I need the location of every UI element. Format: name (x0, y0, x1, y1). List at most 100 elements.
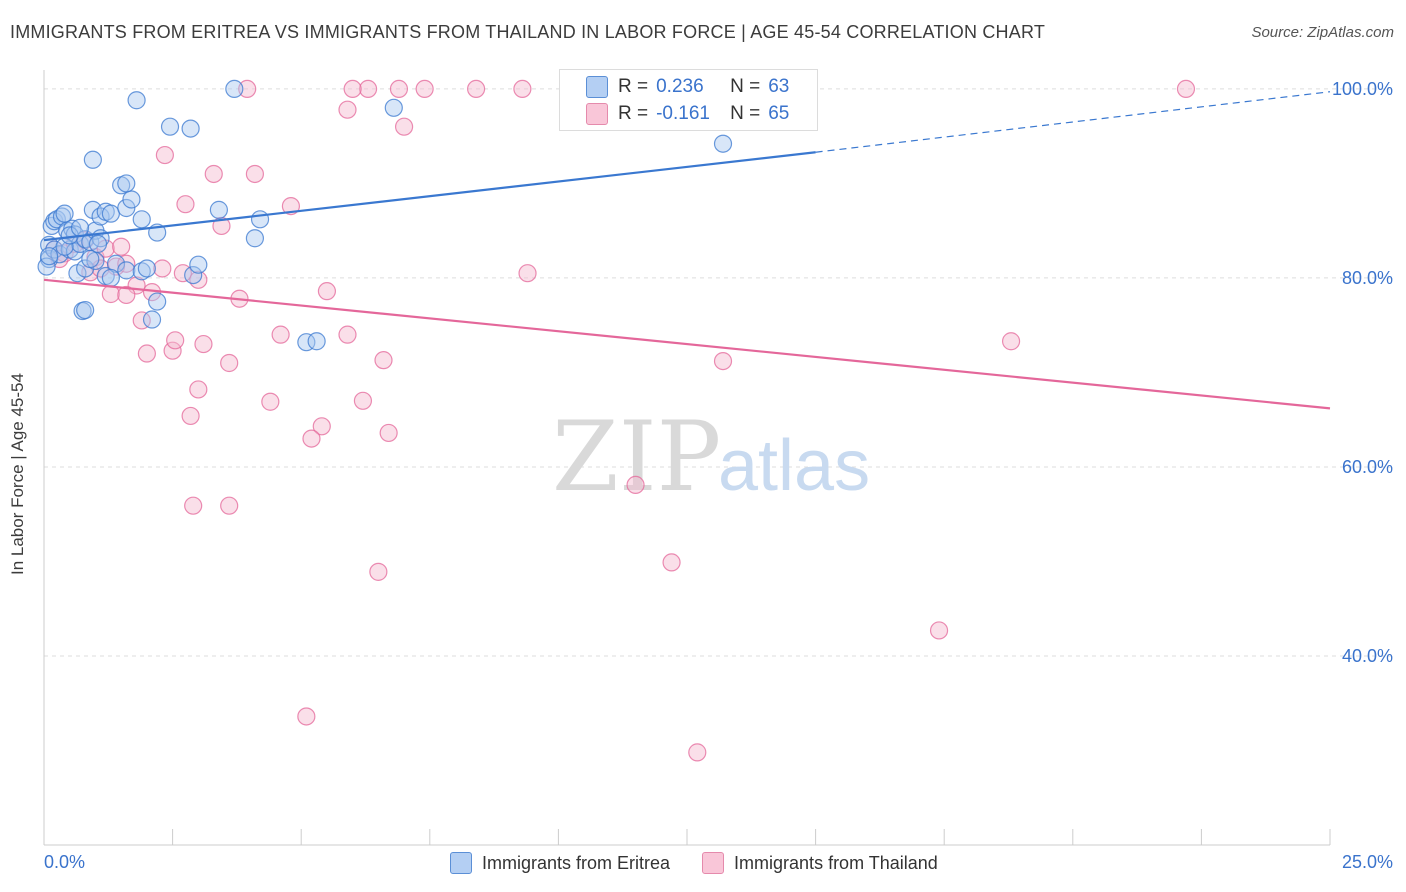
thailand-point (153, 259, 172, 278)
thailand-point (194, 334, 213, 354)
watermark-atlas: atlas (718, 426, 870, 506)
thailand-point (297, 707, 316, 726)
r-label: R = (618, 103, 649, 124)
eritrea-point (83, 150, 102, 169)
thailand-point (166, 331, 185, 350)
legend-label-eritrea: Immigrants from Eritrea (482, 852, 671, 873)
n-label: N = (730, 76, 761, 97)
r-value-thailand: -0.161 (656, 103, 710, 124)
tick-labels: 40.0% 60.0% 80.0% 100.0% 0.0% 25.0% (44, 79, 1393, 872)
legend-label-thailand: Immigrants from Thailand (734, 852, 938, 873)
thailand-point (184, 496, 203, 515)
thailand-point (281, 196, 301, 216)
eritrea-legend-swatch (450, 852, 472, 874)
legend-item-thailand: Immigrants from Thailand (702, 852, 938, 874)
eritrea-point (52, 207, 72, 226)
eritrea-point (40, 247, 59, 266)
thailand-point (369, 562, 388, 581)
r-label: R = (618, 76, 649, 97)
thailand-point (117, 254, 136, 273)
eritrea-point (189, 255, 208, 274)
thailand-point (358, 79, 378, 99)
eritrea-point (209, 200, 228, 219)
thailand-point (137, 344, 156, 363)
eritrea-point (101, 204, 120, 223)
trend-lines (43, 91, 1331, 410)
thailand-point (245, 164, 265, 184)
eritrea-swatch (586, 76, 608, 98)
n-value-thailand: 65 (768, 103, 790, 124)
eritrea-point (148, 292, 167, 311)
thailand-point (389, 79, 409, 99)
thailand-point (713, 351, 733, 371)
thailand-trend-line (43, 278, 1331, 410)
eritrea-point (225, 79, 244, 99)
eritrea-point (117, 174, 136, 193)
watermark-zip: ZIP (552, 401, 721, 513)
legend-row-thailand: R = -0.161 N = 65 (586, 101, 790, 127)
y-tick-label: 40.0% (1342, 646, 1393, 666)
y-tick-label: 60.0% (1342, 457, 1393, 477)
thailand-point (163, 341, 182, 360)
eritrea-trend-line (43, 151, 816, 242)
r-value-eritrea: 0.236 (656, 76, 704, 97)
eritrea-point (101, 268, 120, 288)
thailand-point (415, 79, 434, 99)
x-tick-label: 0.0% (44, 852, 85, 872)
thailand-point (518, 264, 537, 283)
thailand-point (155, 145, 174, 165)
eritrea-point (88, 234, 108, 254)
thailand-point (176, 195, 195, 214)
thailand-point (353, 391, 373, 410)
x-tick-label: 25.0% (1342, 852, 1393, 872)
thailand-point (189, 380, 208, 399)
n-label: N = (730, 103, 761, 124)
eritrea-point (137, 259, 156, 278)
thailand-swatch (586, 103, 608, 125)
eritrea-point (122, 190, 141, 209)
thailand-point (626, 475, 645, 495)
thailand-point (204, 164, 223, 184)
axes (43, 70, 1330, 846)
chart-title: IMMIGRANTS FROM ERITREA VS IMMIGRANTS FR… (10, 22, 1046, 42)
legend-item-eritrea: Immigrants from Eritrea (450, 852, 670, 874)
n-value-eritrea: 63 (768, 76, 790, 97)
thailand-point (662, 553, 681, 572)
thailand-point (112, 237, 131, 256)
eritrea-point (307, 332, 326, 351)
eritrea-point (384, 98, 403, 117)
eritrea-point (117, 261, 136, 280)
thailand-point (117, 285, 136, 305)
grid-lines (43, 88, 1392, 845)
eritrea-point (70, 218, 90, 237)
thailand-point (374, 351, 393, 370)
thailand-point (688, 743, 707, 762)
thailand-point (513, 79, 532, 99)
thailand-point (1001, 332, 1021, 351)
thailand-point (312, 417, 331, 436)
eritrea-point (245, 229, 265, 248)
eritrea-point (181, 119, 200, 138)
thailand-point (394, 117, 414, 136)
eritrea-point (55, 204, 74, 223)
correlation-legend: R = 0.236 N = 63 R = -0.161 N = 65 (559, 69, 818, 131)
thailand-point (1176, 79, 1196, 99)
thailand-point (261, 392, 280, 411)
thailand-point (238, 79, 257, 99)
thailand-point (271, 325, 290, 344)
thailand-legend-swatch (702, 852, 725, 874)
eritrea-point (184, 265, 203, 285)
eritrea-point (160, 117, 180, 136)
eritrea-point (106, 254, 126, 273)
thailand-point (379, 423, 398, 443)
thailand-point (929, 621, 949, 640)
thailand-point (220, 353, 239, 373)
eritrea-point (76, 300, 95, 320)
thailand-point (220, 496, 239, 515)
eritrea-point (127, 91, 146, 110)
thailand-point (338, 100, 357, 119)
eritrea-point (132, 210, 151, 229)
series-legend: Immigrants from Eritrea Immigrants from … (450, 852, 938, 874)
legend-row-eritrea: R = 0.236 N = 63 (586, 74, 790, 100)
